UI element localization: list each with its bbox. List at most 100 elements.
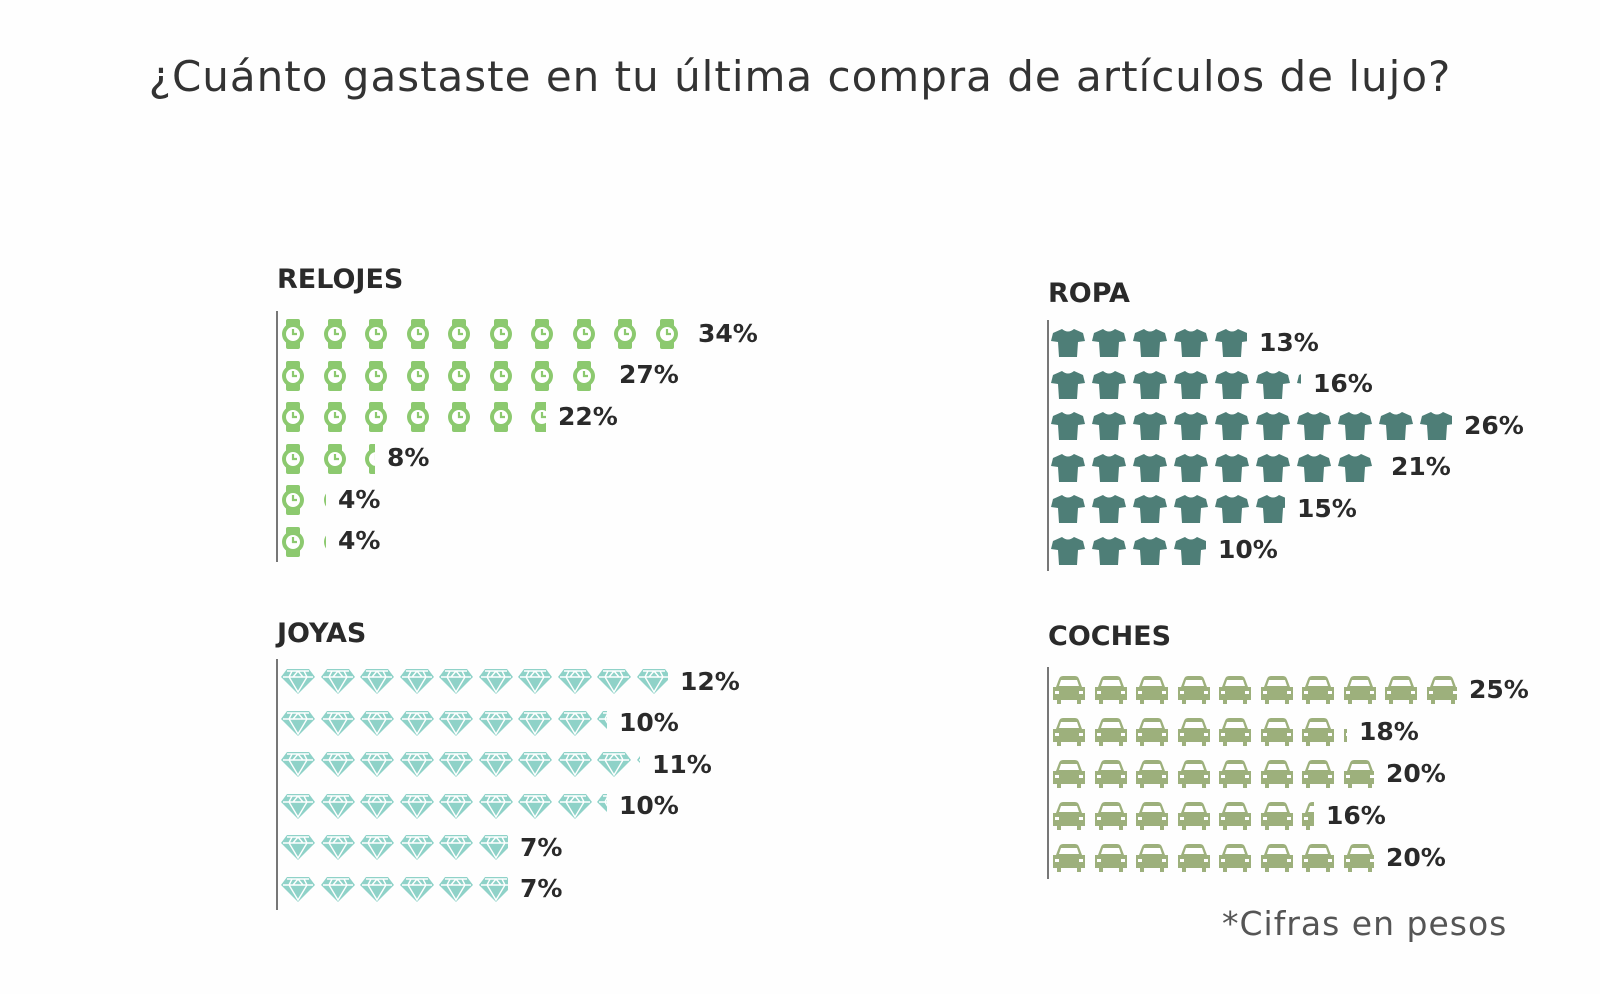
shirt-icon — [1215, 328, 1247, 358]
diamond-icon — [596, 750, 632, 780]
diamond-icon — [359, 709, 395, 739]
bar-row: 16% — [1051, 797, 1386, 833]
car-icon — [1300, 801, 1314, 831]
car-icon — [1300, 717, 1336, 747]
car-icon — [1134, 717, 1170, 747]
value-label: 34% — [698, 318, 758, 348]
watch-icon — [446, 360, 472, 391]
diamond-icon — [280, 833, 316, 863]
shirt-icon — [1256, 370, 1290, 400]
icon-bar — [280, 665, 668, 697]
diamond-icon — [478, 875, 508, 905]
diamond-icon — [517, 792, 553, 822]
footnote: *Cifras en pesos — [1222, 904, 1508, 943]
icon-bar — [280, 359, 607, 391]
car-icon — [1134, 675, 1170, 705]
shirt-icon — [1133, 328, 1167, 358]
panel-title: JOYAS — [277, 618, 367, 649]
diamond-icon — [478, 792, 514, 822]
value-label: 16% — [1313, 369, 1373, 398]
shirt-icon — [1092, 370, 1126, 400]
value-label: 18% — [1359, 716, 1419, 746]
diamond-icon — [320, 709, 356, 739]
value-label: 11% — [652, 749, 712, 779]
icon-bar — [1051, 492, 1285, 524]
bar-row: 12% — [280, 663, 740, 699]
bar-row: 11% — [280, 746, 712, 782]
shirt-icon — [1051, 494, 1085, 524]
shirt-icon — [1174, 411, 1208, 441]
watch-icon — [405, 360, 431, 391]
diamond-icon — [399, 709, 435, 739]
icon-bar — [1051, 841, 1374, 873]
shirt-icon — [1092, 536, 1126, 566]
watch-icon — [363, 402, 389, 432]
shirt-icon — [1092, 494, 1126, 524]
watch-icon — [529, 402, 546, 432]
watch-icon — [654, 319, 680, 349]
car-icon — [1051, 801, 1087, 831]
shirt-icon — [1215, 370, 1249, 400]
diamond-icon — [478, 667, 514, 697]
watch-icon — [446, 402, 472, 432]
car-icon — [1300, 759, 1336, 789]
diamond-icon — [478, 709, 514, 739]
watch-icon — [280, 319, 306, 349]
value-label: 25% — [1469, 674, 1529, 704]
shirt-icon — [1133, 370, 1167, 400]
axis-line — [1047, 667, 1049, 879]
diamond-icon — [636, 667, 668, 697]
watch-icon — [529, 319, 555, 349]
watch-icon — [322, 360, 348, 391]
shirt-icon — [1051, 370, 1085, 400]
diamond-icon — [557, 667, 593, 697]
value-label: 7% — [520, 832, 563, 862]
bar-row: 26% — [1051, 407, 1524, 443]
car-icon — [1342, 675, 1378, 705]
value-label: 15% — [1297, 493, 1357, 523]
icon-bar — [1051, 451, 1379, 483]
icon-bar — [1051, 409, 1452, 441]
diamond-icon — [280, 667, 316, 697]
bar-row: 8% — [280, 440, 429, 476]
car-icon — [1217, 801, 1253, 831]
diamond-icon — [359, 750, 395, 780]
shirt-icon — [1051, 411, 1085, 441]
value-label: 10% — [619, 708, 679, 737]
watch-icon — [488, 360, 514, 391]
value-label: 22% — [558, 401, 618, 431]
car-icon — [1342, 717, 1347, 747]
watch-icon — [405, 319, 431, 349]
bar-row: 4% — [280, 523, 380, 559]
shirt-icon — [1256, 411, 1290, 441]
bar-row: 20% — [1051, 755, 1446, 791]
car-icon — [1383, 675, 1419, 705]
watch-icon — [280, 360, 306, 391]
car-icon — [1176, 843, 1212, 873]
diamond-icon — [517, 667, 553, 697]
shirt-icon — [1297, 453, 1331, 483]
diamond-icon — [517, 709, 553, 739]
diamond-icon — [438, 875, 474, 905]
bar-row: 4% — [280, 481, 380, 517]
diamond-icon — [438, 667, 474, 697]
shirt-icon — [1051, 453, 1085, 483]
shirt-icon — [1174, 328, 1208, 358]
icon-bar — [280, 442, 375, 474]
icon-bar — [280, 707, 607, 739]
diamond-icon — [399, 667, 435, 697]
value-label: 21% — [1391, 452, 1451, 481]
watch-icon — [322, 319, 348, 349]
bar-row: 13% — [1051, 324, 1319, 360]
icon-bar — [280, 790, 607, 822]
diamond-icon — [517, 750, 553, 780]
car-icon — [1093, 843, 1129, 873]
diamond-icon — [438, 709, 474, 739]
watch-icon — [488, 319, 514, 349]
bar-row: 10% — [280, 788, 679, 824]
diamond-icon — [478, 750, 514, 780]
bar-row: 16% — [1051, 366, 1373, 402]
car-icon — [1259, 843, 1295, 873]
car-icon — [1176, 675, 1212, 705]
